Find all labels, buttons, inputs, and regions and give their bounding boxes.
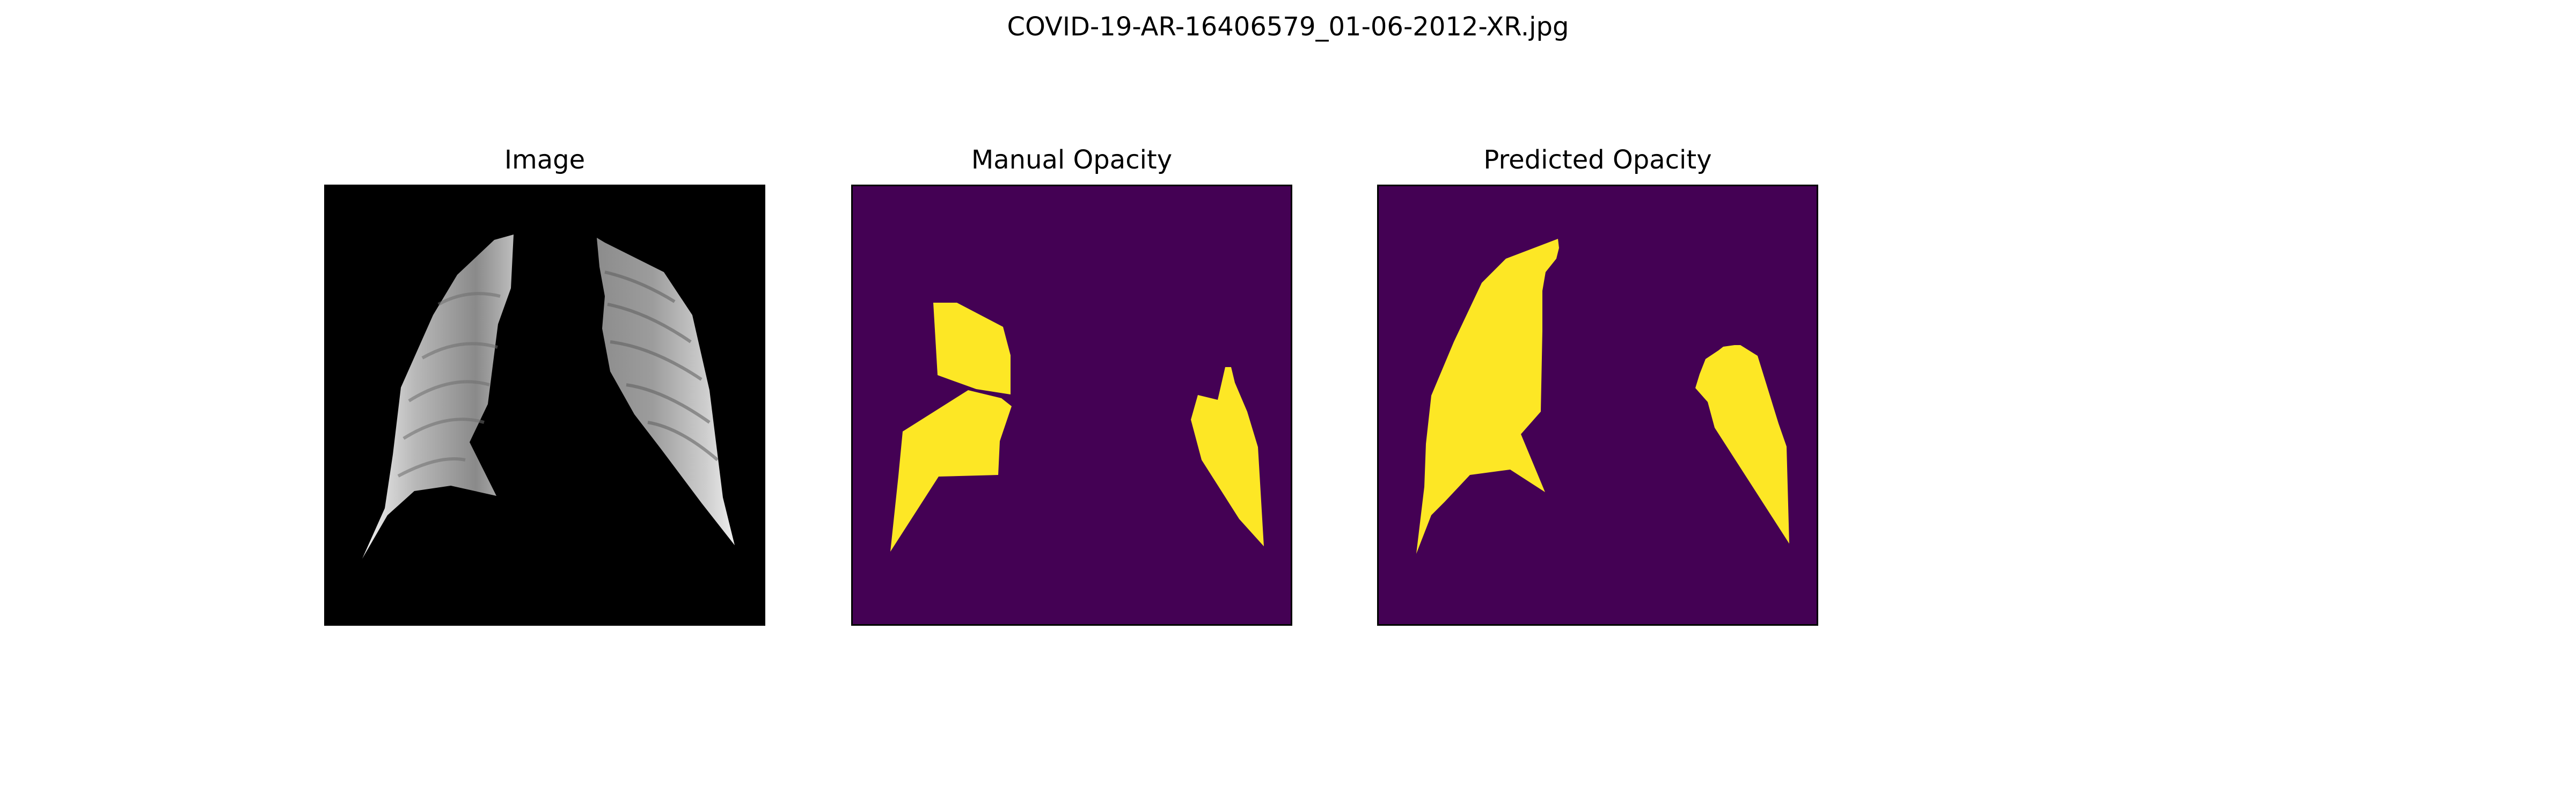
xray-image-panel (324, 185, 765, 626)
panel-title-image: Image (324, 145, 765, 175)
predicted-opacity-mask (1379, 186, 1817, 624)
manual-opacity-mask (853, 186, 1291, 624)
panel-title-manual-opacity: Manual Opacity (851, 145, 1292, 175)
predicted-opacity-panel (1377, 185, 1818, 626)
manual-opacity-panel (851, 185, 1292, 626)
xray-image (326, 186, 764, 624)
figure-title: COVID-19-AR-16406579_01-06-2012-XR.jpg (0, 12, 2576, 42)
panel-title-predicted-opacity: Predicted Opacity (1377, 145, 1818, 175)
